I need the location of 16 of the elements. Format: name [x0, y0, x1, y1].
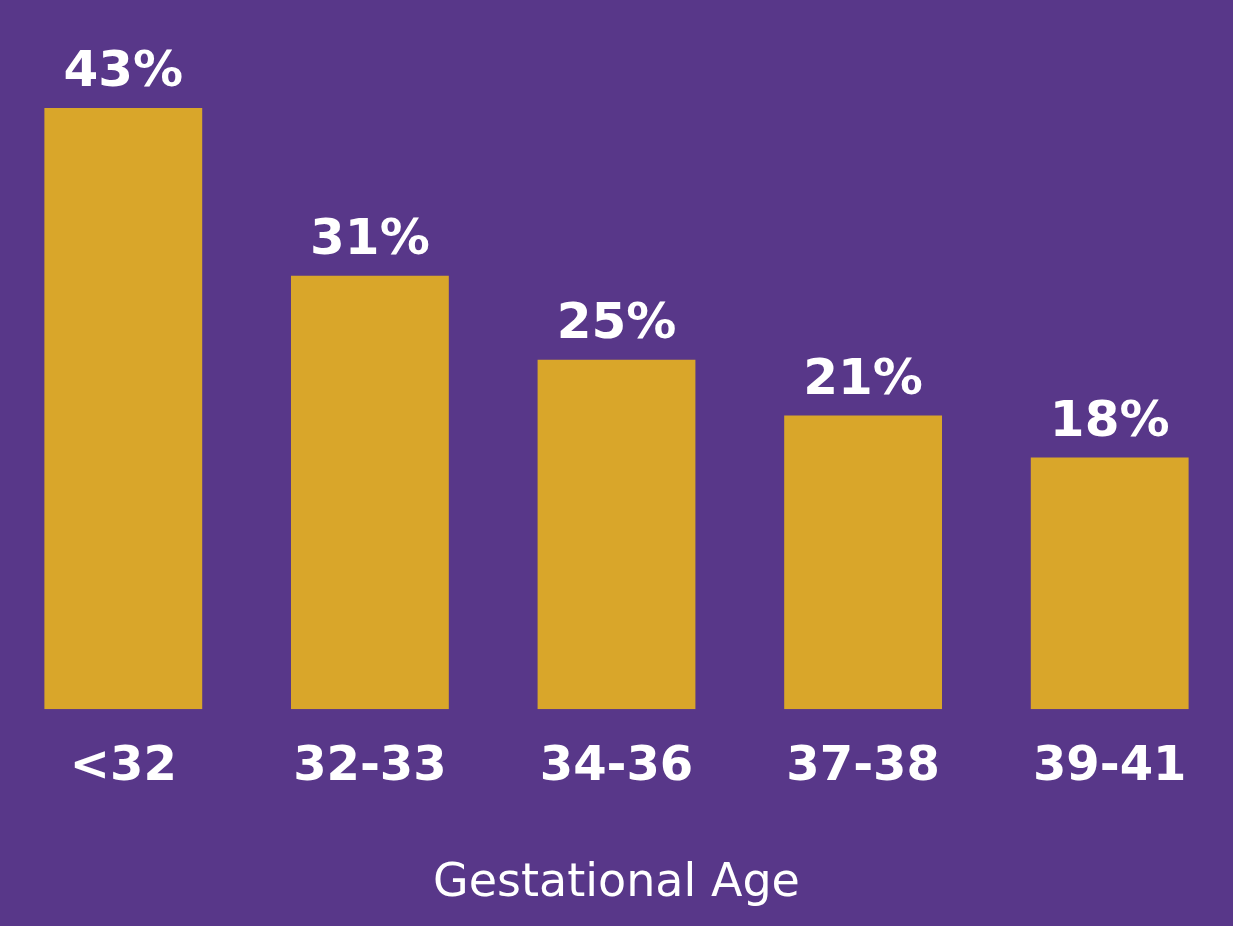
data-label: 18% — [1049, 389, 1170, 448]
x-tick-label: 34-36 — [539, 735, 694, 792]
x-tick-label: 37-38 — [786, 735, 940, 792]
data-label: 31% — [310, 207, 430, 266]
bar — [537, 359, 696, 710]
data-label: 25% — [556, 291, 677, 350]
bar — [784, 415, 943, 710]
data-label: 43% — [63, 39, 184, 98]
x-tick-label: 32-33 — [293, 735, 447, 792]
x-tick-label: <32 — [69, 735, 177, 792]
bar — [290, 275, 449, 710]
x-axis-title: Gestational Age — [433, 853, 800, 908]
data-label: 21% — [803, 347, 923, 406]
bar — [44, 107, 203, 710]
bar — [1030, 457, 1189, 710]
x-tick-label: 39-41 — [1032, 735, 1187, 792]
